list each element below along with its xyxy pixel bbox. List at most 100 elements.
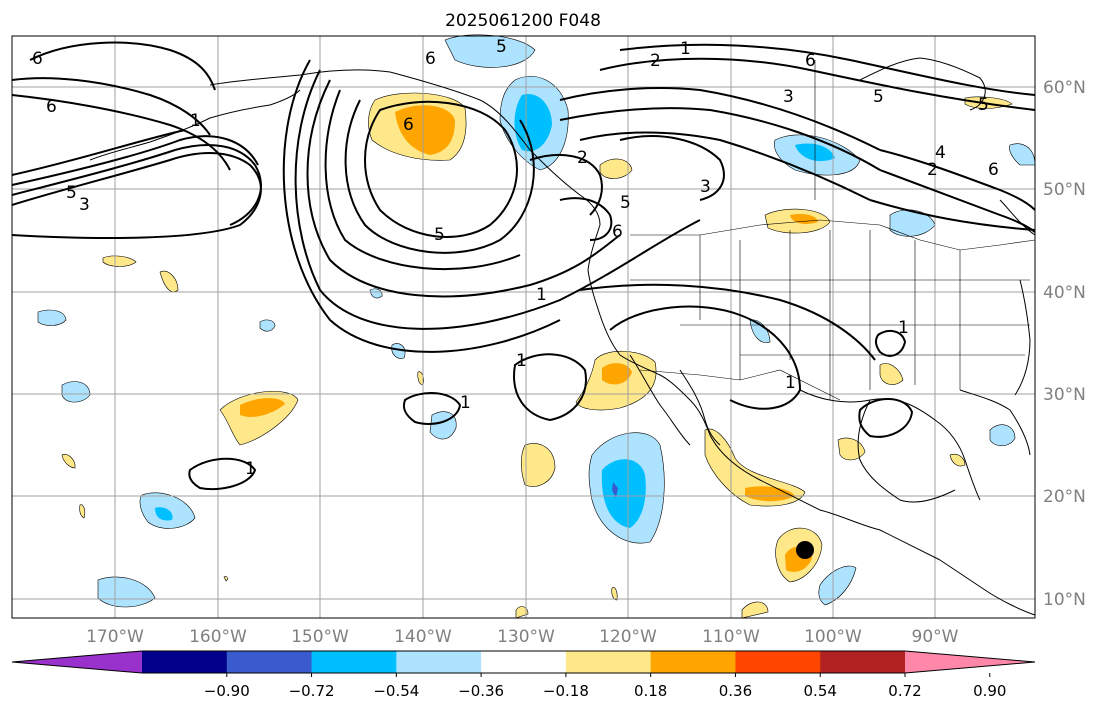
neg-core-2 <box>514 94 552 152</box>
contour-label-6g: 6 <box>988 160 999 180</box>
neg-anomaly-17 <box>989 424 1016 447</box>
neg-anomaly-7 <box>259 319 276 332</box>
colorbar-segment <box>650 651 736 673</box>
pos-anomaly-18 <box>741 601 769 619</box>
gulf-california <box>679 369 721 446</box>
lon-label-100w: 100°W <box>804 627 862 647</box>
neg-anomaly-9 <box>391 343 406 359</box>
colorbar-tick-label: −0.18 <box>543 682 589 700</box>
contour-labels: 6 6 1 5 3 6 5 6 5 1 2 1 2 3 5 6 3 6 5 4 … <box>32 37 999 479</box>
us-canada-border <box>630 219 1036 251</box>
contour-label-6c: 6 <box>425 49 436 69</box>
contour-one-3 <box>513 353 587 422</box>
map-panel: 6 6 1 5 3 6 5 6 5 1 2 1 2 3 5 6 3 6 5 4 … <box>11 34 1036 619</box>
lon-labels: 170°W 160°W 150°W 140°W 130°W 120°W 110°… <box>86 627 959 647</box>
lon-label-160w: 160°W <box>189 627 247 647</box>
pos-anomaly-2 <box>599 158 633 179</box>
pos-anomaly-14 <box>949 453 966 467</box>
colorbar-segment <box>820 651 906 673</box>
contour-label-2c: 2 <box>927 160 938 180</box>
lon-label-130w: 130°W <box>497 627 555 647</box>
contour-label-1g: 1 <box>785 373 796 393</box>
contour-low-1 <box>364 100 518 238</box>
colorbar-tick-label: 0.90 <box>973 682 1006 700</box>
neg-anomaly-8 <box>369 288 383 299</box>
colorbar-segment <box>311 651 397 673</box>
contour-label-5f: 5 <box>978 95 989 115</box>
contour-east-2 <box>879 169 1036 233</box>
contour-label-2a: 2 <box>650 51 661 71</box>
contour-label-1e: 1 <box>460 393 471 413</box>
pos-core-1 <box>395 105 455 155</box>
contour-label-4a: 4 <box>935 143 946 163</box>
colorbar-segment <box>735 651 821 673</box>
pos-core-8 <box>240 398 285 417</box>
contour-label-6d: 6 <box>403 115 414 135</box>
contour-low-2 <box>344 99 535 254</box>
contour-label-1b: 1 <box>536 285 547 305</box>
contour-label-1a: 1 <box>190 111 201 131</box>
lat-label-50: 50°N <box>1043 180 1086 200</box>
neg-anomaly-1 <box>444 34 536 68</box>
gulf-coast <box>799 389 981 501</box>
contour-label-6a: 6 <box>32 49 43 69</box>
contour-label-5e: 5 <box>873 87 884 107</box>
colorbar-segment <box>226 651 313 673</box>
neg-anomaly-10 <box>61 381 91 403</box>
anomaly-fills <box>37 34 1036 619</box>
central-america <box>939 559 1036 616</box>
contour-label-1d: 1 <box>516 351 527 371</box>
contour-low-4 <box>306 79 621 298</box>
alaska-coast <box>209 69 601 226</box>
contour-label-3a: 3 <box>79 195 90 215</box>
contour-label-1c: 1 <box>680 39 691 59</box>
colorbar-segment <box>565 651 652 673</box>
contour-north-3 <box>579 131 871 201</box>
colorbar-segment <box>396 651 482 673</box>
colorbar-extend-min <box>12 651 142 673</box>
contour-label-5d: 5 <box>620 193 631 213</box>
colorbar-tick-label: −0.72 <box>289 682 335 700</box>
lat-label-30: 30°N <box>1043 385 1086 405</box>
pos-anomaly-21 <box>223 576 228 582</box>
us-mexico-border <box>639 369 841 401</box>
contour-label-3b: 3 <box>700 177 711 197</box>
contour-west-2 <box>11 144 262 226</box>
storm-center-dot <box>796 541 814 559</box>
contour-west-1 <box>11 152 262 239</box>
colorbar-segment <box>481 651 567 673</box>
colorbar-extend-max <box>905 651 1035 673</box>
lat-label-60: 60°N <box>1043 78 1086 98</box>
pos-core-3 <box>790 213 818 224</box>
lon-label-150w: 150°W <box>291 627 349 647</box>
contour-one-8 <box>619 135 725 201</box>
contour-label-6e: 6 <box>612 222 623 242</box>
neg-anomaly-4 <box>1009 143 1036 166</box>
florida <box>959 389 1031 456</box>
aleutian-chain <box>89 89 301 161</box>
neg-core-14 <box>155 507 173 521</box>
contour-west-7 <box>29 41 216 91</box>
contour-label-1f: 1 <box>245 459 256 479</box>
neg-core-13b <box>612 482 618 498</box>
coastlines <box>89 57 1036 616</box>
west-coast <box>587 224 941 561</box>
neg-anomaly-6 <box>37 309 67 326</box>
east-coast <box>1014 279 1031 396</box>
lon-label-120w: 120°W <box>599 627 657 647</box>
hudson-bay <box>859 57 986 111</box>
pos-anomaly-20 <box>611 587 618 601</box>
contour-label-3c: 3 <box>783 87 794 107</box>
contour-low-5 <box>294 69 701 330</box>
colorbar-tick-label: 0.18 <box>634 682 667 700</box>
contour-label-6f: 6 <box>805 51 816 71</box>
mexico-gulf <box>857 399 956 503</box>
pos-core-11 <box>745 486 795 502</box>
contour-north-4 <box>599 57 1036 111</box>
contour-north-5 <box>619 43 1036 96</box>
contour-one-6 <box>858 398 914 438</box>
colorbar-segment <box>142 651 228 673</box>
pos-anomaly-13 <box>879 363 904 385</box>
colorbar-tick-label: 0.36 <box>719 682 752 700</box>
contour-north-1 <box>559 87 881 151</box>
